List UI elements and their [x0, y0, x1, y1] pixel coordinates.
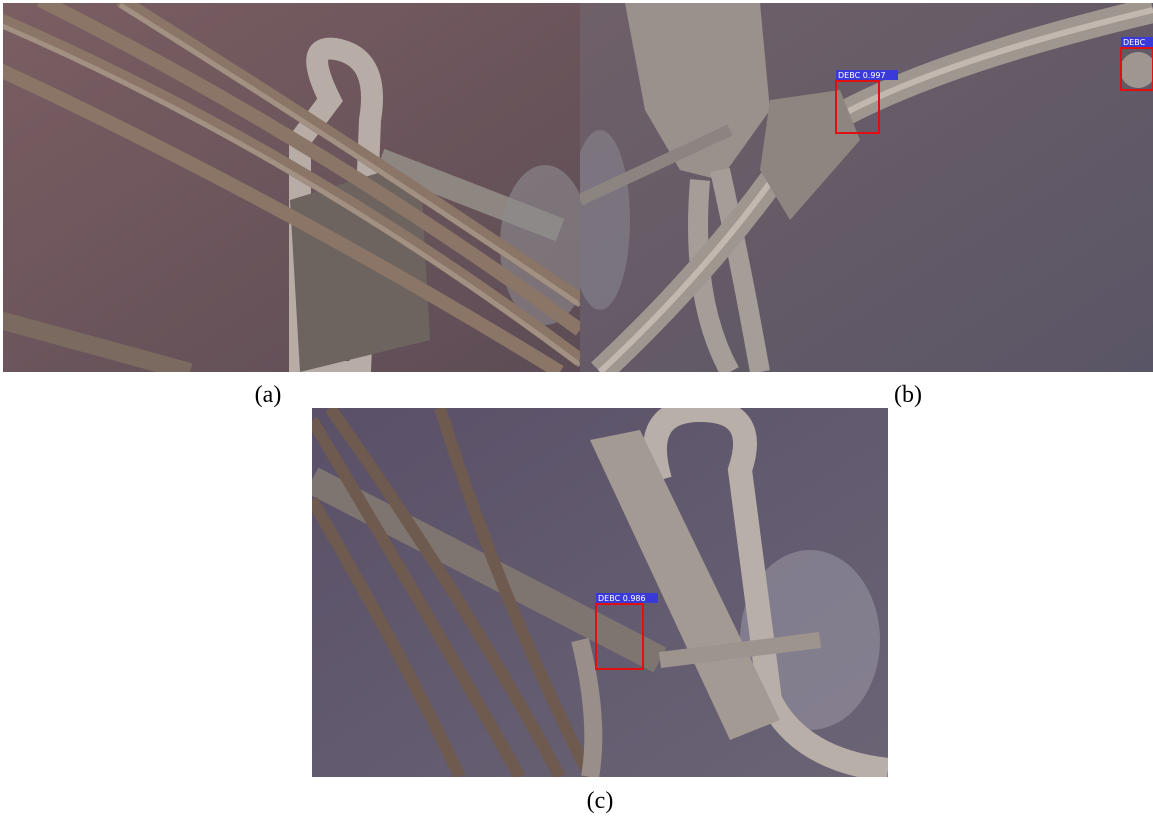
caption: (a): [255, 382, 282, 408]
figure: DEBC 0.997 DEBC DEBC 0.986 (a) (b) (c): [0, 0, 1153, 819]
detection-label: DEBC 0.997: [838, 71, 886, 80]
detection-label: DEBC: [1123, 38, 1146, 47]
photo-c: [312, 408, 888, 777]
photo-b: [570, 3, 1153, 372]
detection-label: DEBC 0.986: [598, 594, 646, 603]
photo-a: [0, 0, 590, 372]
caption: (b): [894, 382, 922, 408]
caption: (c): [587, 788, 614, 814]
